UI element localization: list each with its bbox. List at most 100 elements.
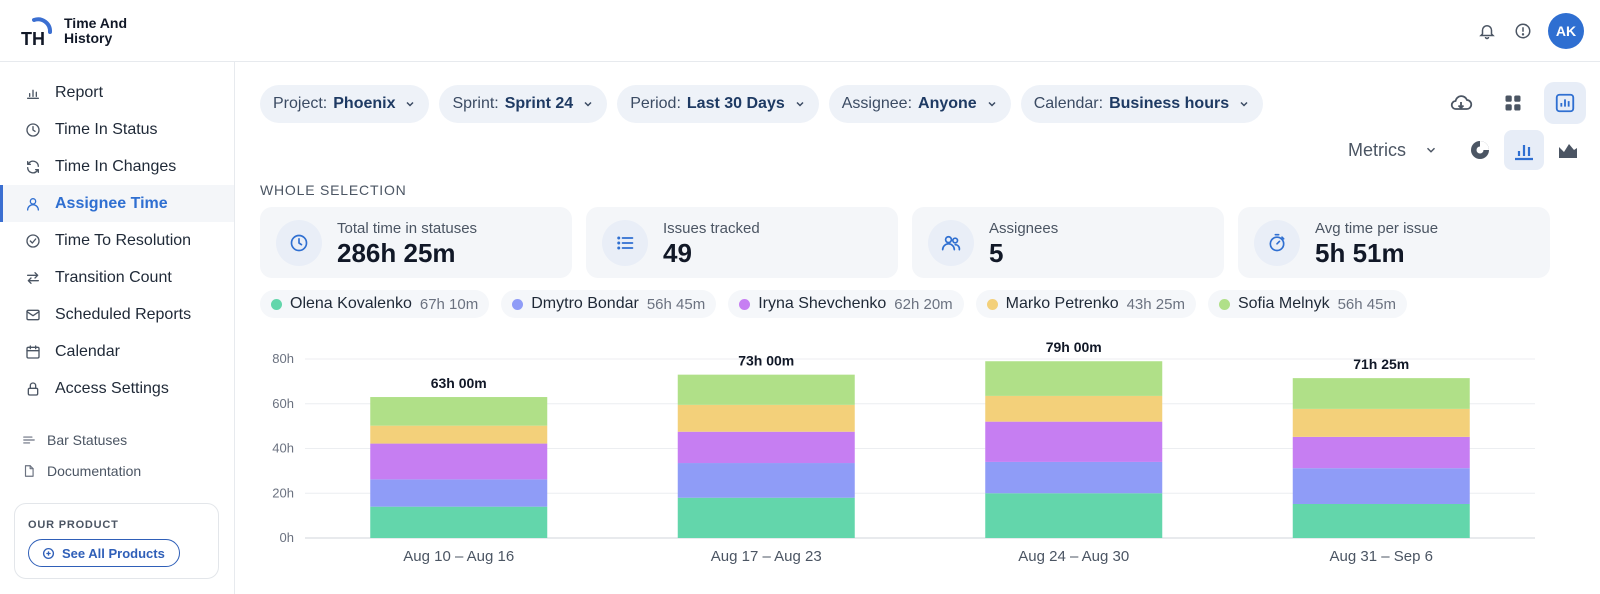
svg-text:TH: TH bbox=[21, 29, 45, 48]
lock-icon bbox=[27, 381, 39, 396]
bar-segment bbox=[370, 479, 548, 507]
sidebar-item-scheduled-reports[interactable]: Scheduled Reports bbox=[0, 296, 234, 333]
area-chart-icon[interactable] bbox=[1548, 130, 1588, 170]
sidebar-item-time-in-changes[interactable]: Time In Changes bbox=[0, 148, 234, 185]
chevron-down-icon bbox=[406, 101, 415, 107]
document-icon bbox=[24, 464, 34, 477]
sidebar-item-calendar[interactable]: Calendar bbox=[0, 333, 234, 370]
legend-item[interactable]: Dmytro Bondar 56h 45m bbox=[501, 290, 717, 318]
bar-segment bbox=[677, 463, 855, 498]
legend-name: Olena Kovalenko bbox=[290, 295, 412, 312]
stat-label: Total time in statuses bbox=[337, 220, 478, 237]
legend-hours: 62h 20m bbox=[894, 295, 953, 313]
grid-view-icon[interactable] bbox=[1492, 82, 1534, 124]
bar-segment bbox=[370, 443, 548, 480]
stat-value: 5 bbox=[989, 238, 1004, 268]
bar-total-label: 63h 00m bbox=[431, 375, 487, 391]
sidebar-item-time-to-resolution[interactable]: Time To Resolution bbox=[0, 222, 234, 259]
filter-project[interactable]: Project: Phoenix bbox=[260, 85, 430, 123]
sidebar-item-label: Access Settings bbox=[55, 379, 169, 397]
stat-card: Issues tracked 49 bbox=[586, 207, 898, 278]
sidebar-item-report[interactable]: Report bbox=[0, 74, 234, 111]
stat-icon-wrap bbox=[1254, 220, 1300, 266]
stat-value: 5h 51m bbox=[1315, 238, 1405, 268]
check-circle-icon bbox=[26, 233, 40, 248]
bar-chart-icon[interactable] bbox=[1504, 130, 1544, 170]
sidebar-item-transition-count[interactable]: Transition Count bbox=[0, 259, 234, 296]
filter-bar: Project: Phoenix Sprint: Sprint 24 Period: La… bbox=[260, 85, 1264, 123]
sidebar-item-assignee-time[interactable]: Assignee Time bbox=[0, 185, 234, 222]
bar-segment bbox=[370, 506, 548, 538]
sidebar-link-bar-statuses[interactable]: Bar Statuses bbox=[0, 424, 234, 455]
stat-icon-wrap bbox=[602, 220, 648, 266]
view-toolbar bbox=[1440, 82, 1586, 124]
stat-icon-wrap bbox=[928, 220, 974, 266]
see-all-products-button[interactable]: See All Products bbox=[28, 539, 180, 567]
bar-segment bbox=[677, 374, 855, 405]
bell-icon[interactable] bbox=[1476, 20, 1498, 42]
bar-segment bbox=[1292, 468, 1470, 504]
sidebar-nav: Report Time In Status Time In Changes Assig… bbox=[0, 74, 234, 407]
legend-dot bbox=[739, 298, 751, 310]
legend-name: Marko Petrenko bbox=[1005, 295, 1119, 312]
user-avatar[interactable]: AK bbox=[1548, 13, 1584, 49]
pie-chart-icon[interactable] bbox=[1460, 130, 1500, 170]
x-tick-label: Aug 17 – Aug 23 bbox=[711, 548, 822, 565]
filter-assignee[interactable]: Assignee: Anyone bbox=[828, 85, 1011, 123]
our-product-card: OUR PRODUCT See All Products bbox=[14, 503, 219, 579]
chart-view-icon[interactable] bbox=[1544, 82, 1586, 124]
user-icon bbox=[27, 197, 39, 211]
metrics-label: Metrics bbox=[1348, 139, 1406, 160]
legend-item[interactable]: Olena Kovalenko 67h 10m bbox=[260, 290, 490, 318]
users-icon bbox=[941, 235, 961, 251]
sidebar-item-access-settings[interactable]: Access Settings bbox=[0, 370, 234, 407]
lines-icon bbox=[23, 436, 35, 443]
legend-item[interactable]: Iryna Shevchenko 62h 20m bbox=[728, 290, 964, 318]
stat-card: Avg time per issue 5h 51m bbox=[1238, 207, 1550, 278]
stacked-bar-chart: 0h 20h 40h 60h 80h 63h 00m Aug 10 – Aug 16 73h … bbox=[272, 339, 1535, 565]
chevron-down-icon bbox=[796, 101, 804, 107]
info-icon[interactable] bbox=[1512, 20, 1534, 42]
legend-item[interactable]: Marko Petrenko 43h 25m bbox=[975, 290, 1196, 318]
sidebar-secondary-nav: Bar Statuses Documentation bbox=[0, 424, 234, 486]
x-tick-label: Aug 24 – Aug 30 bbox=[1018, 548, 1129, 565]
refresh-icon bbox=[27, 160, 39, 173]
app-logo[interactable]: TH Time And History bbox=[20, 14, 144, 50]
bar-segment bbox=[677, 431, 855, 464]
chevron-down-icon bbox=[584, 101, 592, 107]
bar-segment bbox=[985, 461, 1163, 494]
filter-value: Business hours bbox=[1109, 95, 1230, 112]
stat-label: Issues tracked bbox=[663, 220, 760, 237]
sidebar-item-label: Report bbox=[55, 83, 104, 101]
filter-calendar[interactable]: Calendar: Business hours bbox=[1020, 85, 1264, 123]
bar-total-label: 71h 25m bbox=[1353, 356, 1409, 372]
calendar-icon bbox=[26, 344, 40, 359]
main-content: Project: Phoenix Sprint: Sprint 24 Period: La… bbox=[235, 62, 1600, 594]
chart-legend: Olena Kovalenko 67h 10m Dmytro Bondar 56h 4… bbox=[260, 290, 1407, 318]
chevron-down-icon bbox=[1240, 101, 1248, 107]
filter-sprint[interactable]: Sprint: Sprint 24 bbox=[439, 85, 608, 123]
filter-key: Project: bbox=[273, 95, 328, 112]
sidebar-link-documentation[interactable]: Documentation bbox=[0, 455, 234, 486]
filter-value: Last 30 Days bbox=[686, 95, 785, 112]
stat-value: 286h 25m bbox=[337, 238, 456, 268]
metrics-dropdown[interactable]: Metrics bbox=[1348, 140, 1438, 161]
bar-segment bbox=[985, 395, 1163, 422]
filter-value: Sprint 24 bbox=[504, 95, 574, 112]
legend-hours: 56h 45m bbox=[1337, 295, 1396, 313]
bar-segment bbox=[985, 493, 1163, 538]
cloud-download-icon[interactable] bbox=[1440, 82, 1482, 124]
legend-dot bbox=[986, 298, 998, 310]
filter-value: Phoenix bbox=[333, 95, 396, 112]
sidebar: Report Time In Status Time In Changes Assig… bbox=[0, 62, 235, 594]
clock-icon bbox=[26, 122, 40, 137]
sidebar-item-time-in-status[interactable]: Time In Status bbox=[0, 111, 234, 148]
bar-segment bbox=[1292, 436, 1470, 469]
legend-item[interactable]: Sofia Melnyk 56h 45m bbox=[1207, 290, 1407, 318]
bar-segment bbox=[985, 421, 1163, 462]
y-tick-label: 0h bbox=[280, 530, 294, 545]
x-tick-label: Aug 10 – Aug 16 bbox=[403, 548, 514, 565]
stats-row: Total time in statuses 286h 25m Issues tra… bbox=[260, 207, 1550, 278]
filter-period[interactable]: Period: Last 30 Days bbox=[617, 85, 819, 123]
sidebar-item-label: Calendar bbox=[55, 342, 120, 360]
